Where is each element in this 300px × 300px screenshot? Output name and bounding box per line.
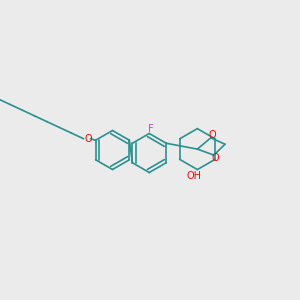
Text: OH: OH	[187, 171, 202, 181]
Text: O: O	[84, 134, 92, 144]
Text: O: O	[212, 153, 219, 163]
Text: F: F	[148, 124, 154, 134]
Text: O: O	[208, 130, 216, 140]
